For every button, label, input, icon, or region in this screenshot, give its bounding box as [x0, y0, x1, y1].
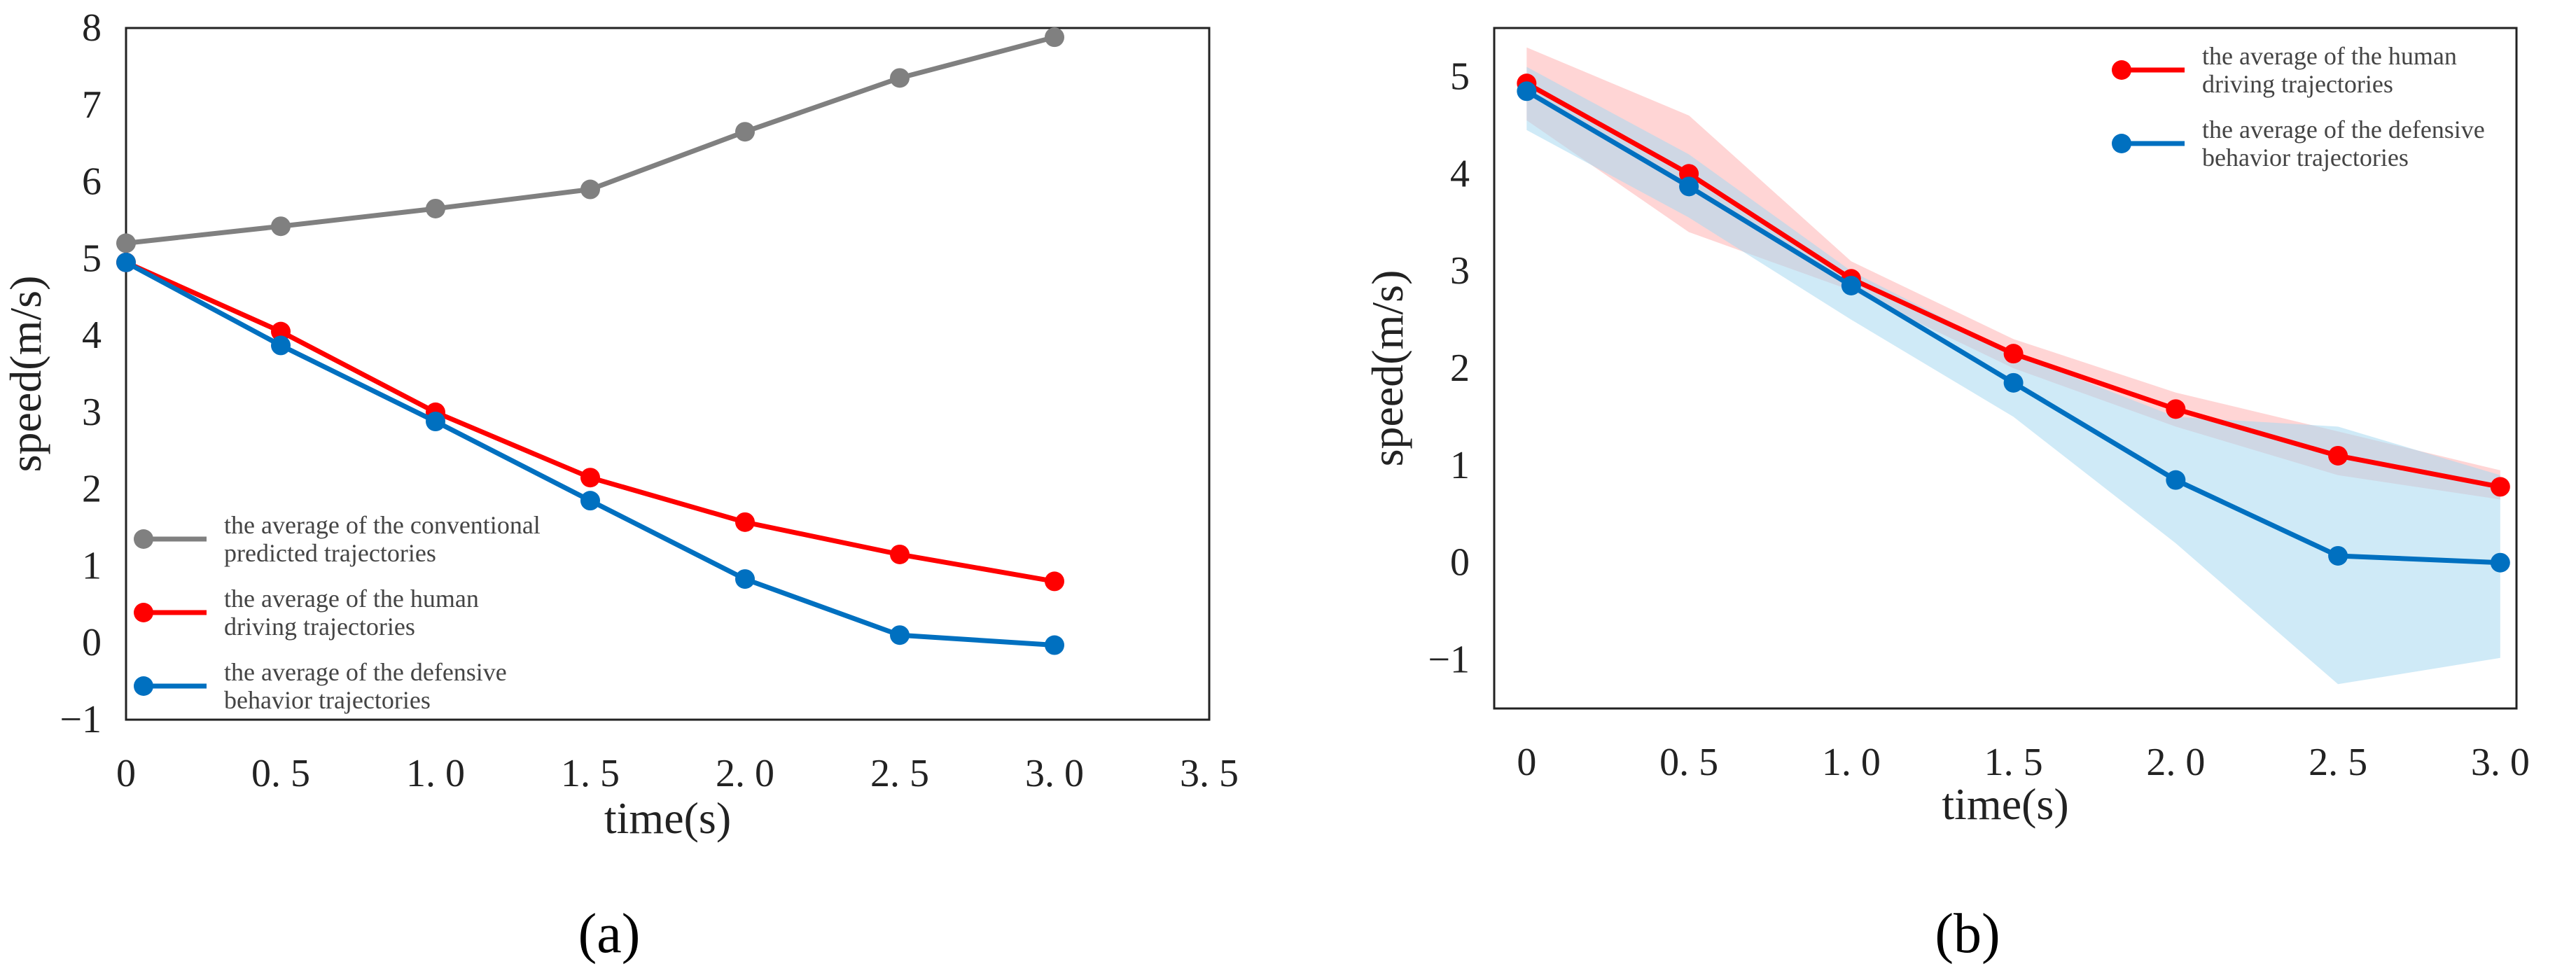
data-point-defensive — [1679, 176, 1699, 197]
y-tick-label: 7 — [82, 83, 102, 127]
data-point-human — [580, 468, 600, 488]
data-point-conventional — [271, 216, 291, 237]
x-axis-label: time(s) — [604, 793, 731, 843]
data-point-human — [2003, 344, 2024, 364]
legend-marker-defensive — [134, 676, 153, 696]
y-tick-label: 6 — [82, 160, 102, 204]
x-tick-label: 0 — [1517, 741, 1536, 784]
y-tick-label: 8 — [82, 6, 102, 50]
legend-label-conventional: predicted trajectories — [224, 539, 436, 567]
y-tick-label: 2 — [1450, 347, 1470, 390]
legend-label-conventional: the average of the conventional — [224, 511, 541, 539]
plot-frame — [125, 27, 1211, 721]
data-point-defensive — [735, 569, 755, 589]
legend-label-human: driving trajectories — [2202, 70, 2393, 98]
data-point-conventional — [116, 233, 136, 253]
data-point-defensive — [1045, 635, 1064, 655]
y-tick-label: 0 — [82, 621, 102, 664]
data-point-human — [2490, 477, 2510, 497]
y-axis-label: speed(m/s) — [1, 276, 50, 473]
legend-label-human: the average of the human — [2202, 42, 2457, 70]
legend-label-human: driving trajectories — [224, 613, 415, 641]
data-point-human — [271, 321, 291, 342]
x-tick-label: 0. 5 — [1659, 741, 1718, 784]
x-tick-label: 2. 5 — [870, 752, 929, 795]
legend-marker-defensive — [2112, 134, 2131, 153]
x-tick-label: 0. 5 — [251, 752, 310, 795]
series-line-conventional — [125, 34, 1055, 246]
data-point-conventional — [890, 68, 910, 88]
legend-label-defensive: behavior trajectories — [2202, 144, 2409, 172]
y-tick-label: 4 — [1450, 152, 1470, 195]
y-tick-label: 3 — [1450, 249, 1470, 293]
data-point-defensive — [1841, 275, 1861, 295]
x-tick-label: 1. 0 — [1822, 741, 1881, 784]
data-point-conventional — [735, 122, 755, 142]
legend-label-defensive: behavior trajectories — [224, 686, 431, 714]
data-point-defensive — [116, 252, 136, 272]
chart-panel-b: 0 0. 5 1. 0 1. 5 2. 0 2. 5 3. 0 −1 0 1 2 3 4 5 time(s)… — [1363, 27, 2530, 965]
x-tick-label: 1. 0 — [406, 752, 465, 795]
plot-frame — [1493, 27, 2518, 710]
data-point-defensive — [426, 412, 445, 432]
x-axis-label: time(s) — [1942, 779, 2068, 829]
y-tick-label: 2 — [82, 468, 102, 511]
x-tick-label: 3. 0 — [1025, 752, 1084, 795]
y-axis-label: speed(m/s) — [1363, 270, 1412, 467]
panel-label: (b) — [1935, 903, 2000, 965]
data-point-defensive — [2003, 372, 2024, 393]
legend-marker-conventional — [134, 529, 153, 549]
y-tick-label: 5 — [1450, 55, 1470, 98]
data-point-defensive — [1517, 81, 1537, 102]
x-tick-label: 0 — [116, 752, 136, 795]
y-tick-label: 3 — [82, 391, 102, 434]
legend-label-human: the average of the human — [224, 585, 479, 613]
data-point-defensive — [890, 625, 910, 645]
x-tick-label: 2. 0 — [2146, 741, 2205, 784]
chart-panel-a: 0 0. 5 1. 0 1. 5 2. 0 2. 5 3. 0 3. 5 −1 0 1 2 3 4 5 6 7 8… — [1, 6, 1239, 965]
x-tick-label: 1. 5 — [561, 752, 620, 795]
x-tick-label: 3. 5 — [1180, 752, 1239, 795]
x-tick-label: 2. 0 — [716, 752, 774, 795]
y-tick-label: 1 — [1450, 444, 1470, 487]
data-point-defensive — [2490, 552, 2510, 573]
panel-label: (a) — [578, 903, 641, 965]
data-point-conventional — [426, 198, 445, 218]
data-point-defensive — [271, 335, 291, 356]
x-tick-label: 3. 0 — [2471, 741, 2530, 784]
legend-label-defensive: the average of the defensive — [224, 658, 507, 686]
data-point-defensive — [2328, 545, 2348, 566]
data-point-conventional — [1045, 27, 1064, 48]
y-tick-label: 5 — [82, 237, 102, 280]
y-tick-label: −1 — [1428, 638, 1470, 682]
data-point-human — [1045, 571, 1064, 592]
legend-marker-human — [134, 603, 153, 622]
data-point-defensive — [580, 491, 600, 511]
data-point-defensive — [2166, 470, 2186, 490]
x-tick-label: 2. 5 — [2309, 741, 2367, 784]
legend-label-defensive: the average of the defensive — [2202, 116, 2485, 144]
data-point-human — [2328, 445, 2348, 466]
x-tick-label: 1. 5 — [1984, 741, 2043, 784]
y-tick-label: 0 — [1450, 541, 1470, 585]
data-point-human — [2166, 399, 2186, 419]
y-tick-label: 4 — [82, 314, 102, 357]
data-point-conventional — [580, 179, 600, 200]
data-point-human — [890, 544, 910, 564]
y-tick-label: −1 — [60, 698, 102, 741]
y-tick-label: 1 — [82, 544, 102, 587]
data-point-human — [735, 512, 755, 532]
legend-marker-human — [2112, 60, 2131, 80]
